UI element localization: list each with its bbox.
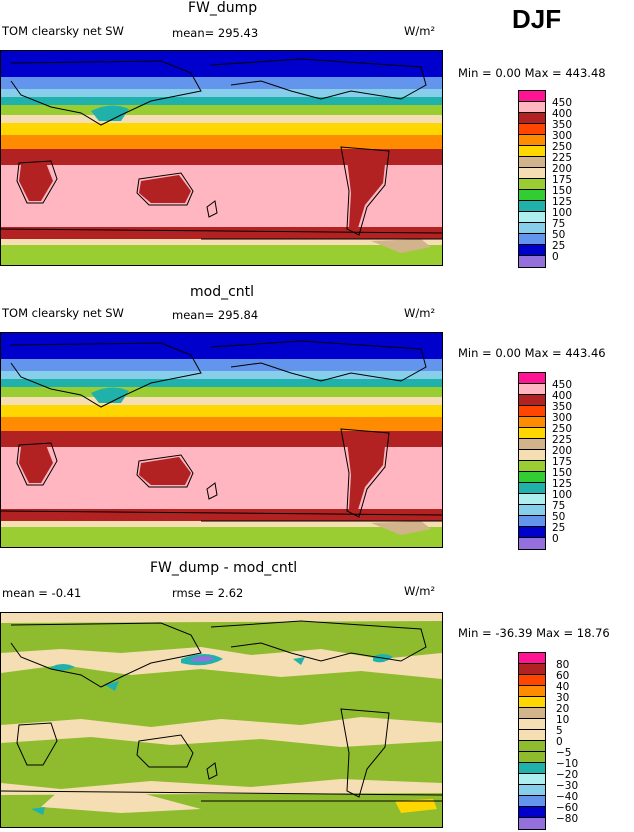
panel1-field-label: TOM clearsky net SW bbox=[2, 24, 124, 38]
cb-label: 5 bbox=[556, 725, 563, 737]
cb-label: 350 bbox=[552, 119, 573, 131]
panel3-rmse: rmse = 2.62 bbox=[172, 586, 244, 600]
cb-label: 80 bbox=[556, 659, 570, 671]
panel3-minmax: Min = -36.39 Max = 18.76 bbox=[458, 626, 610, 640]
cb-label: 40 bbox=[556, 681, 570, 693]
panel3-map bbox=[0, 612, 443, 828]
cb-label: 50 bbox=[552, 229, 566, 241]
panel2-mean: mean= 295.84 bbox=[172, 308, 259, 322]
panel1-map bbox=[0, 50, 443, 266]
cb-label: 0 bbox=[552, 533, 559, 545]
cb-label: 450 bbox=[552, 379, 573, 391]
cb-label: 75 bbox=[552, 218, 566, 230]
cb-label: 75 bbox=[552, 500, 566, 512]
panel2-colorbar bbox=[518, 372, 546, 550]
cb-label: 200 bbox=[552, 445, 573, 457]
panel1-field bbox=[1, 51, 442, 265]
cb-label: 400 bbox=[552, 390, 573, 402]
cb-label: 60 bbox=[556, 670, 570, 682]
cb-label: 125 bbox=[552, 196, 573, 208]
cb-label: 300 bbox=[552, 130, 573, 142]
panel3-field bbox=[1, 613, 442, 827]
cb-label: −30 bbox=[556, 780, 579, 792]
season-label: DJF bbox=[512, 4, 562, 34]
cb-label: −10 bbox=[556, 758, 579, 770]
panel1-colorbar bbox=[518, 90, 546, 268]
cb-label: 30 bbox=[556, 692, 570, 704]
panel2-map bbox=[0, 332, 443, 548]
panel2-field bbox=[1, 333, 442, 547]
cb-label: −20 bbox=[556, 769, 579, 781]
panel3-units: W/m² bbox=[404, 584, 436, 598]
cb-label: 300 bbox=[552, 412, 573, 424]
cb-label: 20 bbox=[556, 703, 570, 715]
cb-label: −40 bbox=[556, 791, 579, 803]
panel1-title: FW_dump bbox=[188, 0, 258, 16]
panel2-units: W/m² bbox=[404, 306, 436, 320]
panel1-minmax: Min = 0.00 Max = 443.48 bbox=[458, 66, 606, 80]
cb-label: 0 bbox=[556, 736, 563, 748]
cb-label: 25 bbox=[552, 522, 566, 534]
cb-label: 150 bbox=[552, 467, 573, 479]
panel1-mean: mean= 295.43 bbox=[172, 26, 259, 40]
cb-label: 400 bbox=[552, 108, 573, 120]
cb-label: −60 bbox=[556, 802, 579, 814]
panel2-minmax: Min = 0.00 Max = 443.46 bbox=[458, 346, 606, 360]
panel1-units: W/m² bbox=[404, 24, 436, 38]
cb-label: 175 bbox=[552, 174, 573, 186]
cb-label: 50 bbox=[552, 511, 566, 523]
cb-label: 450 bbox=[552, 97, 573, 109]
cb-label: −5 bbox=[556, 747, 572, 759]
cb-label: 125 bbox=[552, 478, 573, 490]
panel3-mean: mean = -0.41 bbox=[2, 586, 82, 600]
cb-label: 0 bbox=[552, 251, 559, 263]
panel2-title: mod_cntl bbox=[190, 284, 255, 300]
cb-label: 100 bbox=[552, 489, 573, 501]
cb-label: 225 bbox=[552, 152, 573, 164]
cb-label: 200 bbox=[552, 163, 573, 175]
cb-label: 250 bbox=[552, 141, 573, 153]
panel2-field-label: TOM clearsky net SW bbox=[2, 306, 124, 320]
panel3-title: FW_dump - mod_cntl bbox=[150, 560, 298, 576]
cb-label: 10 bbox=[556, 714, 570, 726]
cb-label: 250 bbox=[552, 423, 573, 435]
panel3-colorbar bbox=[518, 652, 546, 830]
cb-label: 100 bbox=[552, 207, 573, 219]
cb-label: 150 bbox=[552, 185, 573, 197]
cb-label: 350 bbox=[552, 401, 573, 413]
cb-label: 175 bbox=[552, 456, 573, 468]
cb-label: 25 bbox=[552, 240, 566, 252]
cb-label: 225 bbox=[552, 434, 573, 446]
cb-label: −80 bbox=[556, 813, 579, 825]
